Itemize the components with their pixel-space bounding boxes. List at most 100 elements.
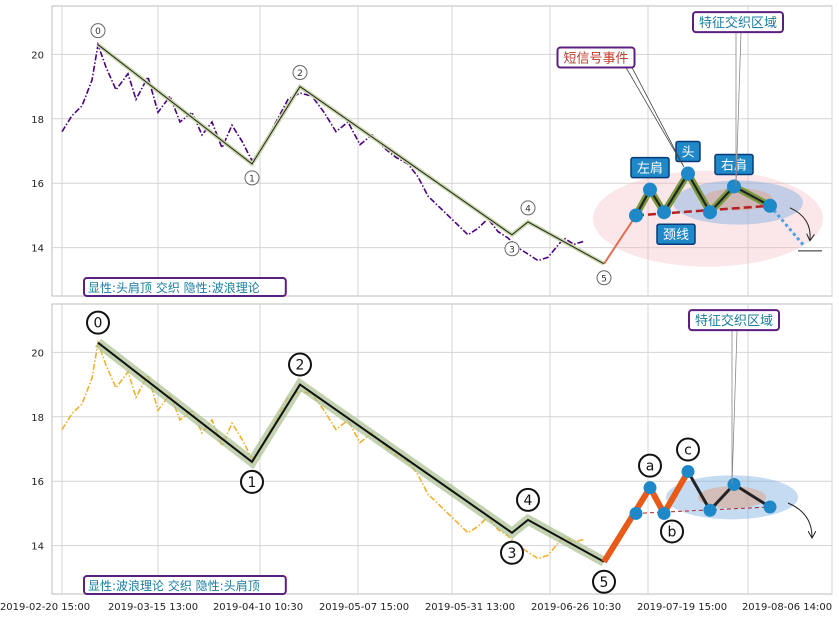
wave-point-label: 3 (508, 546, 517, 562)
x-tick-label: 2019-05-07 15:00 (319, 602, 409, 613)
wave-point-label: 2 (296, 358, 305, 374)
hidden-pattern-line (686, 470, 771, 513)
correction-point (681, 465, 695, 479)
pattern-point (681, 166, 695, 181)
hidden-pattern-point (763, 500, 777, 514)
wave-point-label: 3 (509, 245, 515, 255)
hidden-pattern-point (629, 506, 643, 520)
left-shoulder-tag-text: 左肩 (637, 161, 663, 177)
feature-zone-callout: 特征交织区域 (692, 11, 784, 34)
panel-annotation: 显性:波浪理论 交织 隐性:头肩顶 (83, 575, 287, 595)
wave-point-marker (592, 569, 616, 594)
feature-zone-callout-text: 特征交织区域 (699, 15, 777, 31)
wave-point-marker (596, 270, 612, 286)
pattern-point (727, 179, 741, 194)
x-tick-label: 2019-06-26 10:30 (531, 602, 621, 613)
right-shoulder-tag-box (714, 153, 754, 176)
pattern-point (763, 198, 777, 213)
wave-point-marker (240, 469, 264, 494)
price-line (61, 339, 585, 560)
x-tick-label: 2019-05-31 13:00 (425, 602, 515, 613)
short-signal-callout: 短信号事件 (556, 46, 636, 69)
correction-point-marker (638, 453, 662, 478)
correction-point-marker (660, 519, 684, 544)
wave-point-label: 5 (600, 575, 609, 591)
hidden-pattern-point (727, 477, 741, 491)
wave-point-marker (244, 170, 260, 186)
x-tick-label: 2019-07-19 15:00 (637, 602, 727, 613)
short-signal-callout-box (556, 46, 636, 69)
wave-point-label: 0 (94, 316, 103, 332)
correction-line (601, 470, 691, 564)
feature-zone-callout: 特征交织区域 (688, 309, 780, 332)
wave-point-label: 1 (249, 174, 255, 184)
wave-point-marker (288, 352, 312, 377)
y-tick-label: 18 (31, 115, 44, 126)
y-tick-label: 14 (31, 542, 44, 553)
wave-point-label: 4 (525, 204, 531, 214)
wave-line (97, 44, 605, 265)
plot-frame (51, 303, 833, 595)
panel-annotation-box (83, 575, 287, 595)
breakdown-line (768, 204, 806, 247)
neckline (635, 204, 771, 217)
panel-annotation: 显性:头肩顶 交织 隐性:波浪理论 (83, 277, 287, 297)
x-tick-label: 2019-08-06 14:00 (742, 602, 832, 613)
x-tick-label: 2019-03-15 13:00 (108, 602, 198, 613)
wave-point-marker (292, 65, 308, 81)
wave-point-label: 5 (601, 274, 607, 284)
pattern-entry-line (603, 214, 637, 265)
neckline-tag-text: 颈线 (663, 228, 689, 243)
short-signal-callout-text: 短信号事件 (563, 52, 628, 67)
breakdown-arrow (787, 502, 812, 537)
wave-point-marker (500, 540, 524, 565)
left-shoulder-tag-box (630, 156, 670, 179)
correction-point-marker (676, 437, 700, 462)
wave-point-label: 4 (524, 493, 533, 509)
wave-point-marker (520, 200, 536, 216)
x-tick-label: 2019-04-10 10:30 (213, 602, 303, 613)
pattern-point (629, 208, 643, 223)
feature-zone-callout-box (692, 11, 784, 34)
wave-point-marker (86, 310, 110, 335)
correction-point (657, 506, 671, 520)
y-tick-label: 20 (31, 50, 44, 61)
head-tag: 头 (675, 140, 701, 163)
left-shoulder-tag: 左肩 (630, 156, 670, 179)
wave-point-marker (516, 487, 540, 512)
right-shoulder-tag-text: 右肩 (721, 157, 747, 173)
wave-line (97, 341, 605, 563)
panel-annotation-text: 显性:头肩顶 交织 隐性:波浪理论 (88, 280, 260, 295)
y-tick-label: 16 (31, 477, 44, 488)
hidden-pattern-point (703, 503, 717, 517)
feature-zone-callout-box (688, 309, 780, 332)
wave-point-marker (504, 241, 520, 257)
right-shoulder-tag: 右肩 (714, 153, 754, 176)
pattern-point (657, 205, 671, 220)
pattern-point (643, 182, 657, 197)
correction-point-label: a (646, 459, 655, 475)
panel-annotation-box (83, 277, 287, 297)
x-tick-label: 2019-02-20 15:00 (0, 602, 90, 613)
feature-zone-callout-text: 特征交织区域 (695, 313, 773, 329)
y-tick-label: 18 (31, 413, 44, 424)
wave-point-marker (90, 23, 106, 39)
panel-annotation-text: 显性:波浪理论 交织 隐性:头肩顶 (88, 578, 260, 593)
price-line (61, 41, 585, 262)
neckline-tag: 颈线 (656, 223, 696, 245)
y-tick-label: 16 (31, 179, 44, 190)
neckline-tag-box (656, 223, 696, 245)
head-tag-text: 头 (681, 146, 694, 161)
x-axis: 2019-02-20 15:00 2019-03-15 13:00 2019-04-… (0, 602, 832, 613)
wave-point-label: 2 (297, 69, 303, 79)
pattern-point (703, 205, 717, 220)
correction-point-label: b (668, 524, 677, 540)
y-tick-label: 20 (31, 348, 44, 359)
correction-point (643, 481, 657, 495)
wave-point-label: 1 (248, 475, 257, 491)
correction-point-label: c (684, 443, 692, 459)
wave-point-label: 0 (95, 27, 101, 37)
